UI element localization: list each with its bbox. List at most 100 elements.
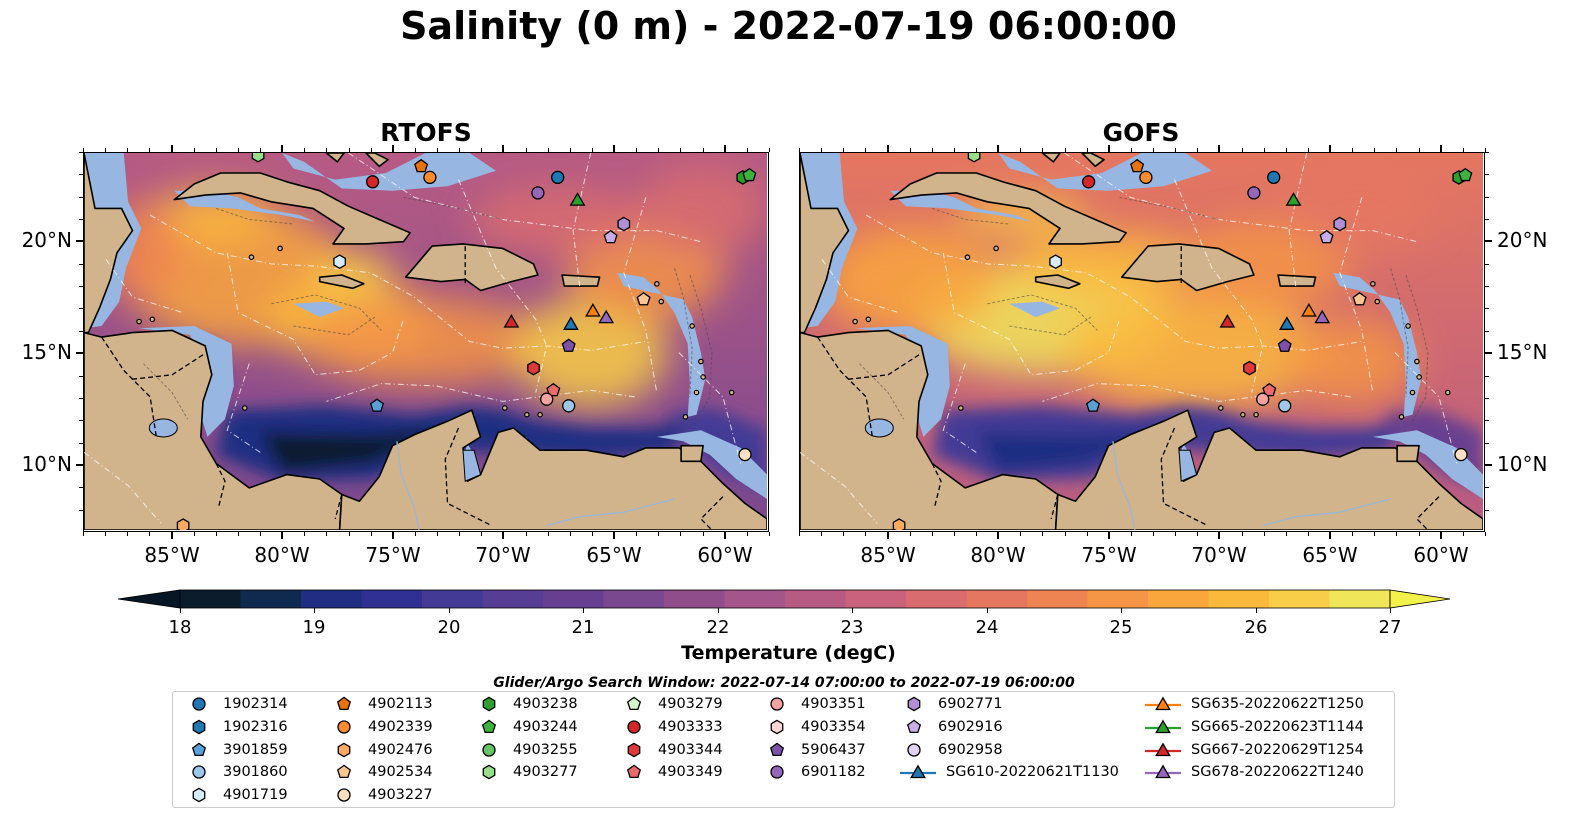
colorbar-cell [664, 590, 726, 608]
minor-tick [548, 532, 549, 536]
minor-tick [636, 532, 637, 536]
lon-tick-mark [1108, 145, 1110, 152]
lat-tick-label: 20°N [21, 228, 72, 252]
marker-4903344 [527, 360, 540, 376]
legend-label: 4903351 [801, 696, 866, 712]
minor-tick [932, 532, 933, 536]
lat-tick-label: 15°N [21, 340, 72, 364]
map-canvas-gofs [800, 153, 1483, 530]
minor-tick [769, 532, 770, 536]
marker-3901859 [1085, 398, 1101, 412]
minor-tick [658, 148, 659, 152]
legend-marker [337, 720, 351, 734]
legend-label: 4903227 [368, 787, 433, 803]
minor-tick [1242, 148, 1243, 152]
minor-tick [459, 532, 460, 536]
minor-tick [79, 219, 83, 220]
triangle-marker-icon [1145, 719, 1181, 734]
minor-tick [149, 148, 150, 152]
minor-tick [1175, 532, 1176, 536]
colorbar-tick-label: 26 [1244, 617, 1268, 638]
colorbar-cell [180, 590, 242, 608]
legend-item: SG678-20220622T1240 [1145, 761, 1364, 783]
minor-tick [1087, 148, 1088, 152]
legend-item: 4902534 [330, 761, 433, 783]
marker-SG635 [1301, 302, 1317, 317]
minor-tick [1242, 532, 1243, 536]
minor-tick [843, 148, 844, 152]
legend-marker [337, 742, 351, 758]
legend-item: 4902476 [330, 739, 433, 761]
legend-item: 4903354 [763, 716, 866, 738]
minor-tick [1065, 148, 1066, 152]
colorbar-cell [724, 590, 786, 608]
marker-4903349 [1262, 382, 1277, 397]
pentagon-marker-icon [481, 719, 497, 733]
colorbar-cell [240, 590, 302, 608]
minor-tick [1463, 532, 1464, 536]
marker-SG635 [585, 302, 601, 317]
hexagon-marker-icon [337, 742, 351, 758]
lon-tick-mark [502, 145, 504, 152]
lon-tick-label: 60°W [697, 543, 753, 567]
minor-tick [1286, 148, 1287, 152]
minor-tick [703, 532, 704, 536]
observation-markers [892, 153, 1473, 530]
lon-tick-mark [1108, 532, 1110, 539]
minor-tick [1419, 148, 1420, 152]
marker-3901860 [562, 399, 576, 413]
minor-tick [127, 148, 128, 152]
lon-tick-label: 75°W [1081, 543, 1137, 567]
lon-tick-label: 80°W [970, 543, 1026, 567]
minor-tick [747, 148, 748, 152]
minor-tick [680, 532, 681, 536]
lon-tick-mark [1218, 145, 1220, 152]
minor-tick [415, 148, 416, 152]
legend-marker [337, 788, 351, 802]
minor-tick [1308, 148, 1309, 152]
colorbar-tick-label: 24 [975, 617, 999, 638]
legend-label: 6902958 [938, 742, 1003, 758]
legend-label: SG610-20220621T1130 [946, 764, 1119, 780]
minor-tick [238, 148, 239, 152]
marker-6902771 [1333, 216, 1347, 232]
minor-tick [954, 148, 955, 152]
lon-tick-mark [724, 145, 726, 152]
minor-tick [1485, 443, 1489, 444]
map-panel-rtofs[interactable] [83, 152, 769, 532]
map-panel-gofs[interactable] [799, 152, 1485, 532]
marker-4903333 [365, 175, 380, 189]
colorbar-cell [1148, 590, 1210, 608]
minor-tick [1485, 174, 1489, 175]
minor-tick [79, 152, 83, 153]
legend-item: 4903349 [620, 761, 723, 783]
minor-tick [1374, 148, 1375, 152]
marker-4901719 [1049, 254, 1062, 270]
colorbar-extend-low [117, 589, 181, 609]
legend-label: 1902316 [223, 719, 288, 735]
marker-4903227 [738, 447, 752, 462]
legend-label: SG667-20220629T1254 [1191, 742, 1364, 758]
colorbar-label: Temperature (degC) [681, 642, 896, 664]
minor-tick [1197, 148, 1198, 152]
lon-tick-mark [997, 532, 999, 539]
legend-item: 4903255 [475, 739, 578, 761]
minor-tick [1042, 532, 1043, 536]
marker-4902339 [1139, 170, 1153, 185]
legend-marker [481, 719, 497, 733]
legend-label: 4903279 [658, 696, 723, 712]
minor-tick [954, 532, 955, 536]
minor-tick [1485, 197, 1489, 198]
legend-item: 4901719 [185, 784, 288, 806]
marker-4902113 [1130, 158, 1145, 173]
legend-marker [627, 720, 641, 734]
minor-tick [149, 532, 150, 536]
lon-tick-label: 80°W [254, 543, 310, 567]
hexagon-marker-icon [482, 764, 496, 780]
minor-tick [592, 532, 593, 536]
lon-tick-label: 70°W [475, 543, 531, 567]
minor-tick [1153, 148, 1154, 152]
colorbar-extend-high [1389, 589, 1451, 609]
minor-tick [1374, 532, 1375, 536]
hexagon-marker-icon [482, 696, 496, 712]
